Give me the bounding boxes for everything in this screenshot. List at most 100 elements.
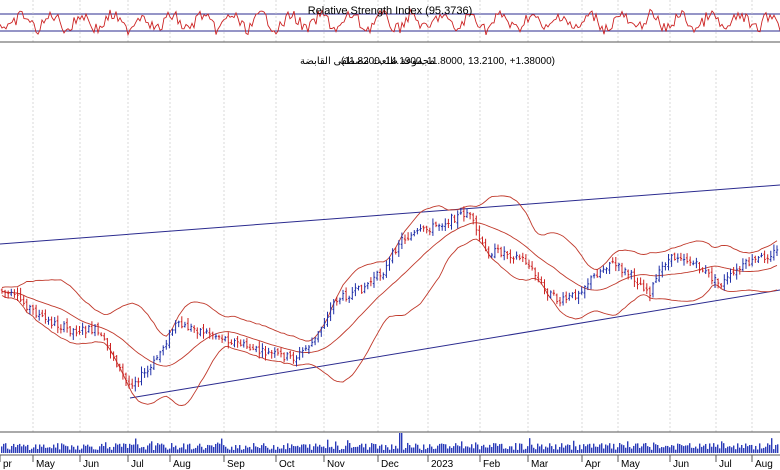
volume-bar [757, 449, 759, 453]
volume-bar [523, 449, 525, 453]
volume-bar [645, 443, 647, 453]
volume-bar [327, 439, 329, 453]
month-label: May [36, 459, 55, 470]
volume-bar [125, 443, 127, 453]
volume-bar [71, 445, 73, 453]
volume-bar [519, 443, 521, 453]
volume-bar [365, 443, 367, 453]
volume-bar [723, 443, 725, 453]
volume-bar [101, 443, 103, 453]
volume-bar [287, 443, 289, 453]
volume-bar [349, 442, 351, 453]
volume-bar [431, 446, 433, 453]
volume-bar [527, 446, 529, 453]
volume-bar [97, 449, 99, 453]
volume-bar [507, 449, 509, 453]
volume-bar [153, 449, 155, 453]
volume-bar [387, 447, 389, 453]
volume-bar [193, 448, 195, 453]
volume-bar [411, 447, 413, 453]
volume-bar [367, 449, 369, 453]
volume-bar [385, 445, 387, 453]
volume-bar [437, 445, 439, 453]
volume-bar [321, 446, 323, 453]
volume-bar [683, 446, 685, 453]
volume-bar [531, 444, 533, 453]
volume-bar [621, 444, 623, 453]
volume-bar [663, 447, 665, 453]
volume-bar [669, 447, 671, 453]
volume-bar [33, 447, 35, 453]
volume-bar [609, 443, 611, 453]
volume-bar [701, 446, 703, 453]
volume-bar [167, 449, 169, 453]
month-label: Oct [279, 459, 295, 470]
volume-bar [465, 446, 467, 453]
volume-bar [143, 446, 145, 453]
volume-bar [731, 447, 733, 453]
volume-bar [717, 444, 719, 453]
volume-bar [755, 445, 757, 453]
volume-bar [225, 446, 227, 453]
volume-bar [63, 444, 65, 453]
volume-bar [17, 444, 19, 453]
volume-bar [139, 448, 141, 453]
volume-bar [595, 446, 597, 453]
volume-bar [83, 444, 85, 453]
volume-bar [547, 447, 549, 453]
volume-bar [725, 448, 727, 453]
volume-bar [501, 443, 503, 453]
volume-bar [375, 444, 377, 453]
volume-bar [443, 443, 445, 453]
volume-bar [111, 449, 113, 453]
volume-bar [487, 447, 489, 453]
volume-bar [121, 446, 123, 453]
volume-bar [407, 442, 409, 453]
volume-bar [115, 443, 117, 453]
volume-bar [705, 443, 707, 453]
volume-bar [543, 449, 545, 453]
volume-bar [89, 446, 91, 453]
volume-bar [267, 447, 269, 453]
volume-bar [601, 443, 603, 453]
volume-bar [27, 444, 29, 453]
volume-bar [563, 447, 565, 453]
volume-bar [395, 445, 397, 453]
volume-bar [117, 444, 119, 453]
volume-bar [449, 446, 451, 453]
volume-bar [469, 447, 471, 453]
volume-bar [353, 447, 355, 453]
volume-bar [347, 440, 349, 453]
volume-bar [575, 446, 577, 453]
volume-bar [209, 445, 211, 453]
volume-bar [555, 444, 557, 453]
volume-bar [417, 444, 419, 453]
volume-bar [275, 449, 277, 453]
volume-bar [91, 446, 93, 453]
volume-bar [535, 449, 537, 453]
volume-bar [643, 443, 645, 453]
volume-bar [155, 445, 157, 453]
volume-bar [285, 449, 287, 453]
volume-bar [213, 447, 215, 453]
price-panel-instrument-name: مجموعة طلعت مصطفى القابضة [300, 56, 435, 67]
volume-bar [511, 446, 513, 453]
volume-bar [283, 445, 285, 453]
volume-bar [235, 445, 237, 453]
volume-bar [297, 445, 299, 453]
volume-bar [585, 446, 587, 453]
volume-bar [29, 449, 31, 453]
volume-bar [253, 443, 255, 453]
volume-bar [419, 448, 421, 453]
volume-bar [479, 449, 481, 453]
volume-bar [735, 449, 737, 453]
volume-bar [177, 449, 179, 453]
volume-bar [137, 444, 139, 453]
volume-bar [603, 448, 605, 453]
volume-bar [189, 443, 191, 453]
volume-bar [23, 444, 25, 453]
volume-bar [399, 433, 401, 453]
volume-bar [409, 445, 411, 453]
volume-bar [199, 443, 201, 453]
volume-bar [205, 448, 207, 453]
